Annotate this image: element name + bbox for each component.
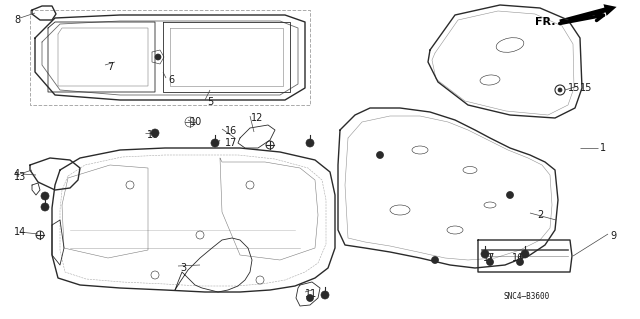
Text: 16: 16 xyxy=(512,253,524,263)
Circle shape xyxy=(481,250,489,258)
Circle shape xyxy=(307,294,314,301)
Circle shape xyxy=(558,88,562,92)
Text: 3: 3 xyxy=(180,263,186,273)
Text: 16: 16 xyxy=(225,126,237,136)
Text: 6: 6 xyxy=(168,75,174,85)
Circle shape xyxy=(516,258,524,265)
Text: 1: 1 xyxy=(600,143,606,153)
FancyArrow shape xyxy=(559,4,616,25)
Text: FR.: FR. xyxy=(534,17,555,27)
Text: 8: 8 xyxy=(14,15,20,25)
Text: 14: 14 xyxy=(14,227,26,237)
Text: 12: 12 xyxy=(251,113,264,123)
Text: 10: 10 xyxy=(190,117,202,127)
Circle shape xyxy=(376,152,383,159)
Text: 4: 4 xyxy=(14,169,20,179)
Text: 15: 15 xyxy=(568,83,580,93)
Text: 18: 18 xyxy=(147,130,159,140)
Text: 17: 17 xyxy=(483,253,495,263)
Circle shape xyxy=(506,191,513,198)
Circle shape xyxy=(306,139,314,147)
Circle shape xyxy=(41,203,49,211)
Circle shape xyxy=(521,250,529,258)
Text: 15: 15 xyxy=(580,83,593,93)
Text: 7: 7 xyxy=(107,62,113,72)
Text: 11: 11 xyxy=(305,289,317,299)
Circle shape xyxy=(431,256,438,263)
Circle shape xyxy=(486,258,493,265)
Text: 5: 5 xyxy=(207,97,213,107)
Circle shape xyxy=(41,192,49,200)
Circle shape xyxy=(155,54,161,60)
Circle shape xyxy=(321,291,329,299)
Text: 9: 9 xyxy=(610,231,616,241)
Text: 2: 2 xyxy=(537,210,543,220)
Text: SNC4–B3600: SNC4–B3600 xyxy=(503,292,549,301)
Circle shape xyxy=(211,139,219,147)
Circle shape xyxy=(151,129,159,137)
Text: 17: 17 xyxy=(225,138,237,148)
Text: 13: 13 xyxy=(14,172,26,182)
